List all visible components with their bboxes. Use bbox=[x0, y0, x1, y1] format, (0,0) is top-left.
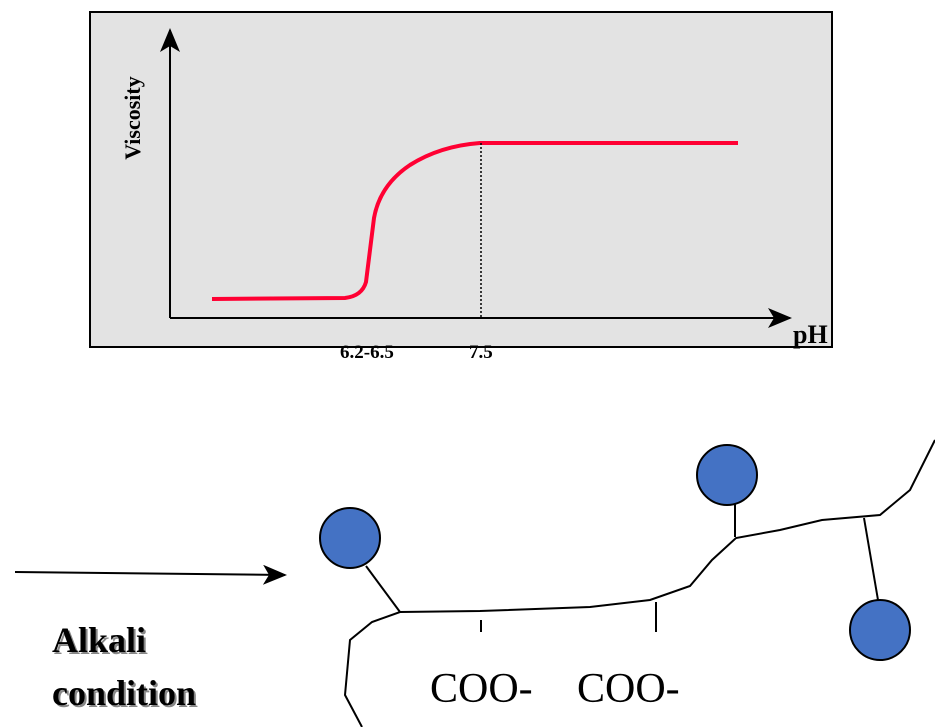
stem bbox=[365, 565, 401, 613]
side-group bbox=[849, 599, 911, 661]
x-axis-label: pH bbox=[793, 320, 828, 349]
text-shadow: Alkali bbox=[54, 622, 148, 662]
side-group bbox=[319, 507, 381, 569]
viscosity-curve bbox=[211, 141, 738, 301]
arrow bbox=[14, 564, 287, 585]
x-marker-label: 6.2-6.5 bbox=[340, 342, 394, 363]
x-marker-label: 7.5 bbox=[469, 342, 493, 363]
graph-panel bbox=[89, 11, 833, 348]
stem bbox=[863, 517, 879, 601]
group-label: COO- bbox=[430, 666, 533, 712]
polymer-chain bbox=[343, 439, 935, 727]
side-group bbox=[696, 444, 758, 506]
text-shadow: condition bbox=[54, 675, 198, 715]
condition-label: condition bbox=[52, 673, 196, 713]
condition-label: Alkali bbox=[52, 620, 146, 660]
group-label: COO- bbox=[577, 666, 680, 712]
y-axis-label: Viscosity bbox=[120, 76, 145, 160]
